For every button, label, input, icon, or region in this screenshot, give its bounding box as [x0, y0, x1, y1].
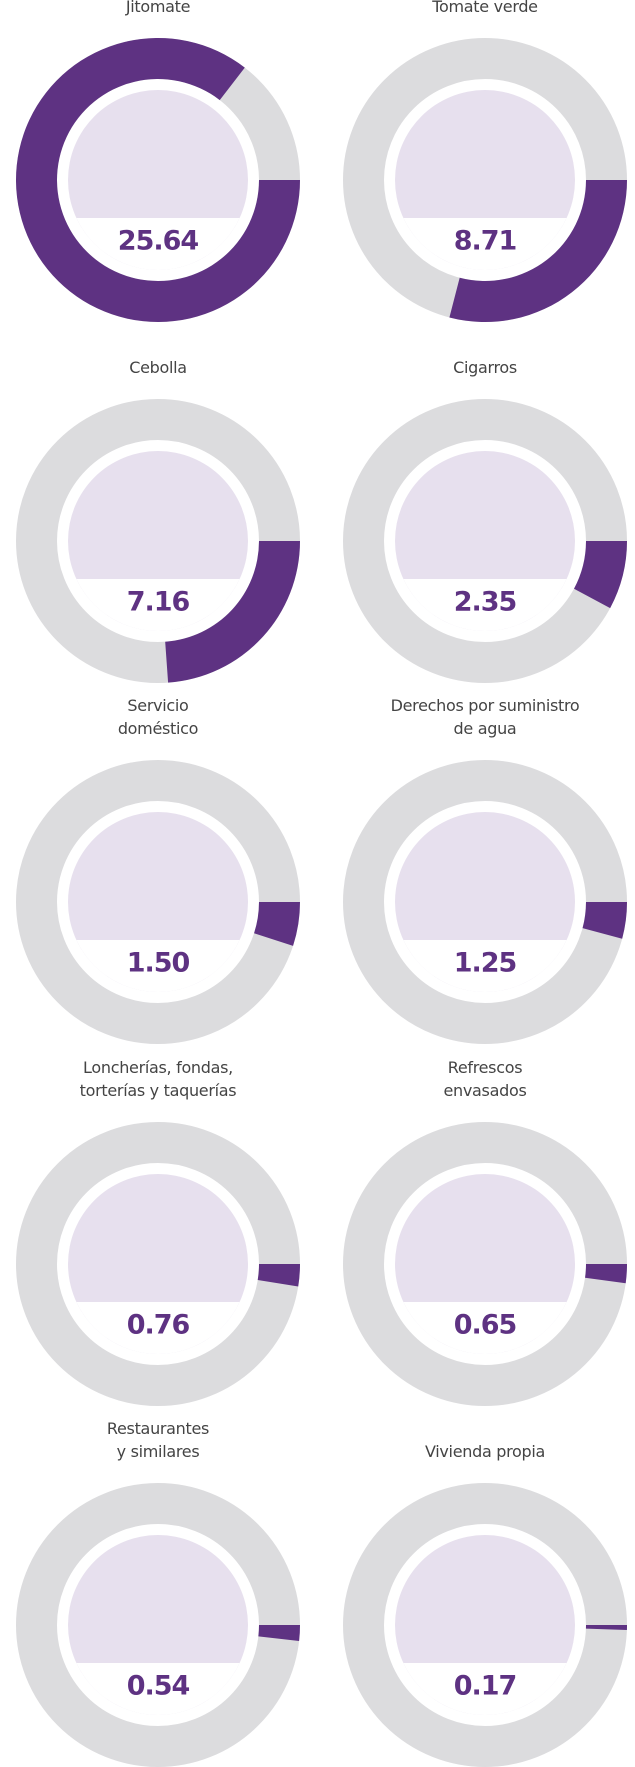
- donut-grid: 25.64 8.71 7.16 2.35 1.50 1.25 0.76 0.65 0.54 0.1…: [0, 0, 635, 1767]
- value-label: 1.25: [454, 948, 517, 979]
- chart-title: Refrescos envasados: [335, 1054, 635, 1102]
- chart-title: Derechos por suministro de agua: [335, 692, 635, 740]
- chart-title: Cebolla: [8, 331, 308, 379]
- chart-title: Restaurantes y similares: [8, 1415, 308, 1463]
- value-label: 8.71: [454, 226, 517, 257]
- value-label: 0.54: [127, 1671, 190, 1702]
- chart-title: Servicio doméstico: [8, 692, 308, 740]
- chart-title: Loncherías, fondas, torterías y taquería…: [8, 1054, 308, 1102]
- chart-title: Cigarros: [335, 331, 635, 379]
- value-label: 0.17: [454, 1671, 517, 1702]
- value-label: 0.65: [454, 1310, 517, 1341]
- value-label: 2.35: [454, 587, 517, 618]
- page: 25.64 8.71 7.16 2.35 1.50 1.25 0.76 0.65 0.54 0.1…: [0, 0, 635, 1767]
- chart-title: Jitomate: [8, 0, 308, 18]
- chart-title: Vivienda propia: [335, 1415, 635, 1463]
- chart-title: Tomate verde: [335, 0, 635, 18]
- value-label: 0.76: [127, 1310, 190, 1341]
- value-label: 7.16: [127, 587, 190, 618]
- value-label: 25.64: [118, 226, 199, 257]
- value-label: 1.50: [127, 948, 190, 979]
